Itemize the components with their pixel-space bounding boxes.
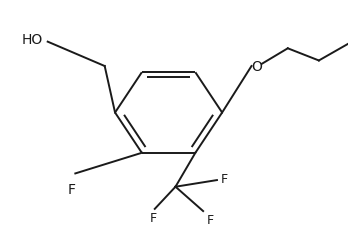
Text: F: F [68,182,76,196]
Text: F: F [207,213,214,226]
Text: HO: HO [21,33,42,47]
Text: F: F [150,211,157,224]
Text: O: O [251,60,262,74]
Text: F: F [221,173,228,186]
